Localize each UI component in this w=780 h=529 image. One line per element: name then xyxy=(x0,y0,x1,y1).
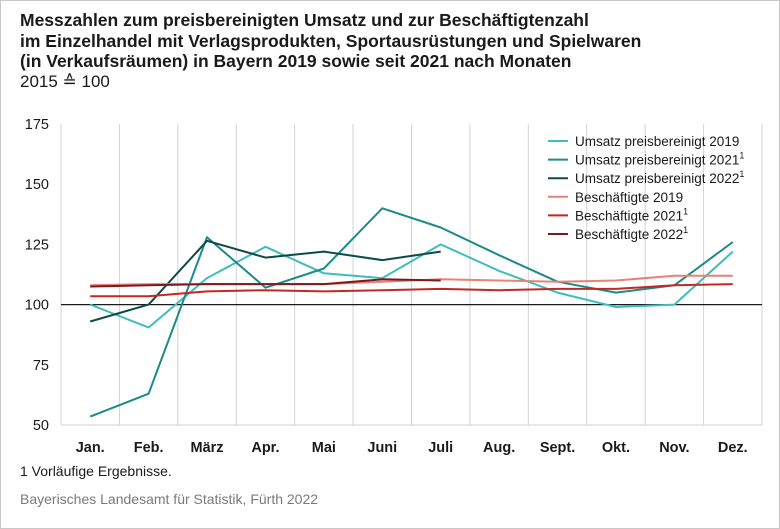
x-tick-label: Juli xyxy=(428,440,453,456)
x-tick-label: Jan. xyxy=(76,440,105,456)
y-tick-label: 125 xyxy=(25,237,49,253)
series-line-6 xyxy=(90,278,441,288)
legend-footnote-marker: 1 xyxy=(739,169,744,179)
series-line-3 xyxy=(89,239,441,323)
y-axis: 175 150 125 100 75 50 xyxy=(25,117,49,434)
x-tick-label: Mai xyxy=(312,440,336,456)
x-tick-label: Nov. xyxy=(659,440,689,456)
chart-subtitle: 2015 ≙ 100 xyxy=(20,71,110,91)
legend-footnote-marker: 1 xyxy=(683,206,688,216)
x-tick-label: Juni xyxy=(367,440,397,456)
y-tick-label: 175 xyxy=(25,117,49,133)
series-line-5 xyxy=(90,283,733,298)
x-tick-label: Apr. xyxy=(251,440,279,456)
y-tick-label: 100 xyxy=(25,298,49,314)
legend-footnote-marker: 1 xyxy=(739,151,744,161)
y-tick-label: 150 xyxy=(25,177,49,193)
series-lines xyxy=(89,207,734,418)
legend-label: Beschäftigte 20211 xyxy=(575,206,688,223)
x-tick-label: Dez. xyxy=(718,440,748,456)
legend-label: Umsatz preisbereinigt 2019 xyxy=(575,134,739,149)
x-tick-label: Aug. xyxy=(483,440,515,456)
footnote: 1 Vorläufige Ergebnisse. xyxy=(20,463,172,479)
legend: Umsatz preisbereinigt 2019 Umsatz preisbe… xyxy=(548,134,744,242)
x-tick-label: Sept. xyxy=(540,440,575,456)
legend-footnote-marker: 1 xyxy=(683,225,688,235)
title-line-2: im Einzelhandel mit Verlagsprodukten, Sp… xyxy=(20,30,642,51)
source-note: Bayerisches Landesamt für Statistik, Für… xyxy=(20,491,319,507)
y-tick-label: 50 xyxy=(33,418,49,434)
x-tick-label: Okt. xyxy=(602,440,630,456)
legend-label: Umsatz preisbereinigt 20221 xyxy=(575,169,744,186)
x-tick-label: Feb. xyxy=(134,440,164,456)
series-line-2 xyxy=(89,207,734,418)
legend-label: Beschäftigte 2019 xyxy=(575,190,683,205)
x-axis: Jan. Feb. März Apr. Mai Juni Juli Aug. Sept. Okt.… xyxy=(76,440,748,456)
title-line-1: Messzahlen zum preisbereinigten Umsatz u… xyxy=(20,10,589,30)
x-tick-label: März xyxy=(191,440,224,456)
chart-title: Messzahlen zum preisbereinigten Umsatz u… xyxy=(20,10,760,92)
grid-lines xyxy=(60,124,763,426)
series-line-1 xyxy=(89,243,734,329)
legend-label: Umsatz preisbereinigt 20211 xyxy=(575,151,744,168)
title-line-3: (in Verkaufsräumen) in Bayern 2019 sowie… xyxy=(20,51,572,71)
legend-label: Beschäftigte 20221 xyxy=(575,225,688,242)
y-tick-label: 75 xyxy=(33,358,49,374)
